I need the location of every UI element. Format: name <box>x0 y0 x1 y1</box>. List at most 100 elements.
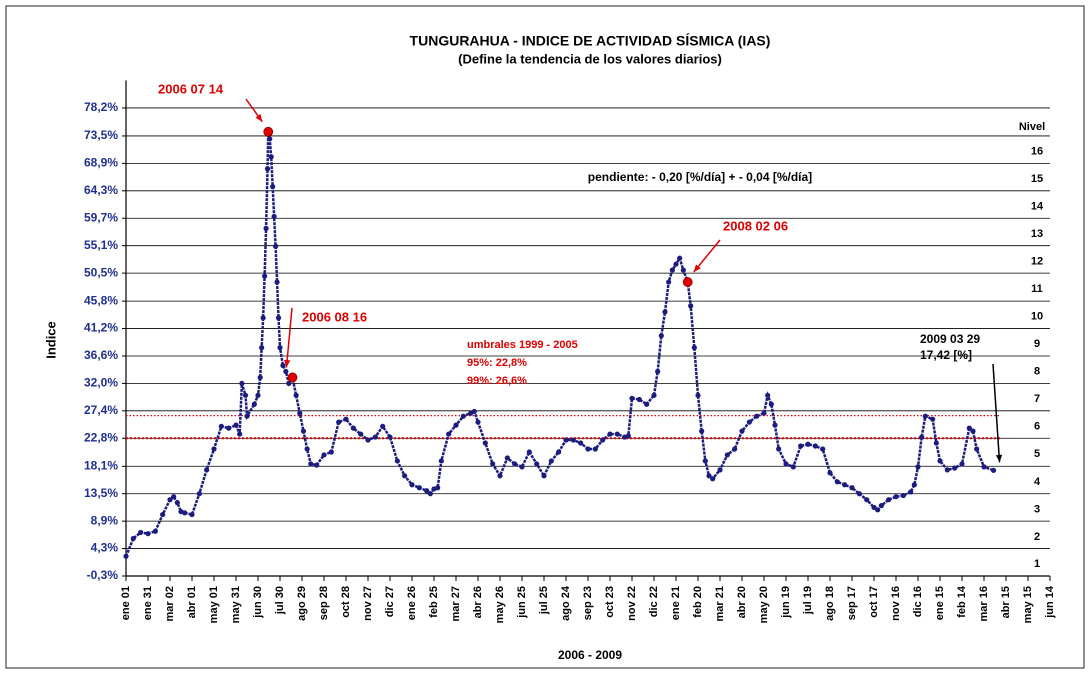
y-tick-label: 36,6% <box>84 348 118 362</box>
x-tick-label: abr 01 <box>186 586 198 618</box>
data-point <box>875 507 881 513</box>
data-point <box>504 455 510 461</box>
data-point <box>262 273 268 279</box>
x-tick-label: jun 30 <box>252 586 264 619</box>
data-point <box>944 467 950 473</box>
data-point <box>724 452 730 458</box>
data-point <box>365 437 371 443</box>
chart-subtitle: (Define la tendencia de los valores diar… <box>458 51 722 66</box>
data-point <box>688 303 694 309</box>
y-tick-label: 22,8% <box>84 430 118 444</box>
data-point <box>273 243 279 249</box>
data-point <box>270 184 276 190</box>
data-point <box>746 419 752 425</box>
x-tick-label: ene 15 <box>934 586 946 620</box>
data-point <box>592 446 598 452</box>
arrow-head <box>693 264 701 273</box>
x-tick-label: dic 22 <box>648 586 660 617</box>
data-point <box>798 443 804 449</box>
x-tick-label: ene 31 <box>142 586 154 620</box>
data-point <box>497 473 503 479</box>
data-point <box>856 491 862 497</box>
x-tick-label: mar 02 <box>164 586 176 621</box>
y-tick-label: 32,0% <box>84 376 118 390</box>
data-point <box>754 413 760 419</box>
data-point <box>578 440 584 446</box>
data-point <box>259 345 265 351</box>
data-point <box>625 433 631 439</box>
data-point <box>827 470 833 476</box>
annotation-label: 2008 02 06 <box>723 218 788 233</box>
data-point <box>915 464 921 470</box>
data-point <box>358 431 364 437</box>
data-point <box>251 401 257 407</box>
level-label: 5 <box>1034 448 1040 460</box>
data-point <box>182 510 188 516</box>
data-point <box>471 408 477 415</box>
x-tick-label: may 26 <box>494 586 506 623</box>
y-tick-label: 8,9% <box>91 513 119 527</box>
x-tick-label: ago 24 <box>560 585 572 621</box>
data-point <box>237 431 243 437</box>
data-point <box>267 136 273 142</box>
frame <box>5 5 1085 669</box>
data-point <box>152 528 158 534</box>
data-point <box>805 441 811 447</box>
data-point <box>174 500 180 506</box>
level-title: Nivel <box>1019 121 1045 133</box>
x-tick-label: mar 16 <box>978 586 990 621</box>
y-tick-label: 27,4% <box>84 403 118 417</box>
data-point <box>655 368 661 375</box>
data-point <box>160 511 166 518</box>
data-point <box>268 154 274 160</box>
data-point <box>460 413 466 419</box>
chart-title: TUNGURAHUA - INDICE DE ACTIVIDAD SÍSMICA… <box>410 33 771 49</box>
data-point <box>871 504 877 511</box>
data-point <box>490 461 496 467</box>
x-axis-label: 2006 - 2009 <box>558 648 622 662</box>
data-point <box>263 225 269 231</box>
x-tick-label: abr 26 <box>472 586 484 618</box>
data-point <box>475 419 481 425</box>
data-point <box>702 458 708 464</box>
data-point <box>570 437 576 443</box>
annotation-arrow <box>285 307 293 368</box>
data-point <box>275 315 282 321</box>
y-axis-label: Indice <box>43 321 58 359</box>
data-point <box>849 485 855 491</box>
data-point <box>321 452 327 458</box>
level-label: 11 <box>1031 283 1043 295</box>
data-point <box>607 431 613 437</box>
data-point <box>196 491 202 497</box>
y-tick-label: 59,7% <box>84 210 118 224</box>
data-point <box>167 497 173 503</box>
data-point <box>226 425 232 431</box>
data-point <box>959 461 965 467</box>
data-point <box>260 315 266 321</box>
annotation-sublabel: 17,42 [%] <box>920 348 972 362</box>
y-tick-label: 45,8% <box>84 293 118 307</box>
x-tick-label: nov 22 <box>626 586 638 621</box>
data-point <box>239 380 245 387</box>
data-point <box>585 446 591 452</box>
x-tick-label: jul 30 <box>274 586 286 615</box>
data-point <box>123 553 129 559</box>
data-point <box>629 395 635 401</box>
x-tick-label: mar 21 <box>714 586 726 621</box>
data-point <box>204 467 210 473</box>
data-point <box>739 428 745 434</box>
data-point <box>790 464 796 470</box>
data-point <box>297 410 303 416</box>
y-tick-label: 73,5% <box>84 128 118 142</box>
data-point <box>820 446 826 452</box>
data-point <box>233 422 239 428</box>
data-point <box>308 461 314 467</box>
data-point <box>293 392 299 398</box>
data-point <box>952 465 958 471</box>
x-tick-label: ene 21 <box>670 586 682 620</box>
data-point <box>189 511 195 518</box>
data-point <box>242 392 249 398</box>
y-tick-label: 64,3% <box>84 183 118 197</box>
data-point <box>636 396 642 403</box>
x-tick-label: oct 23 <box>604 586 616 618</box>
